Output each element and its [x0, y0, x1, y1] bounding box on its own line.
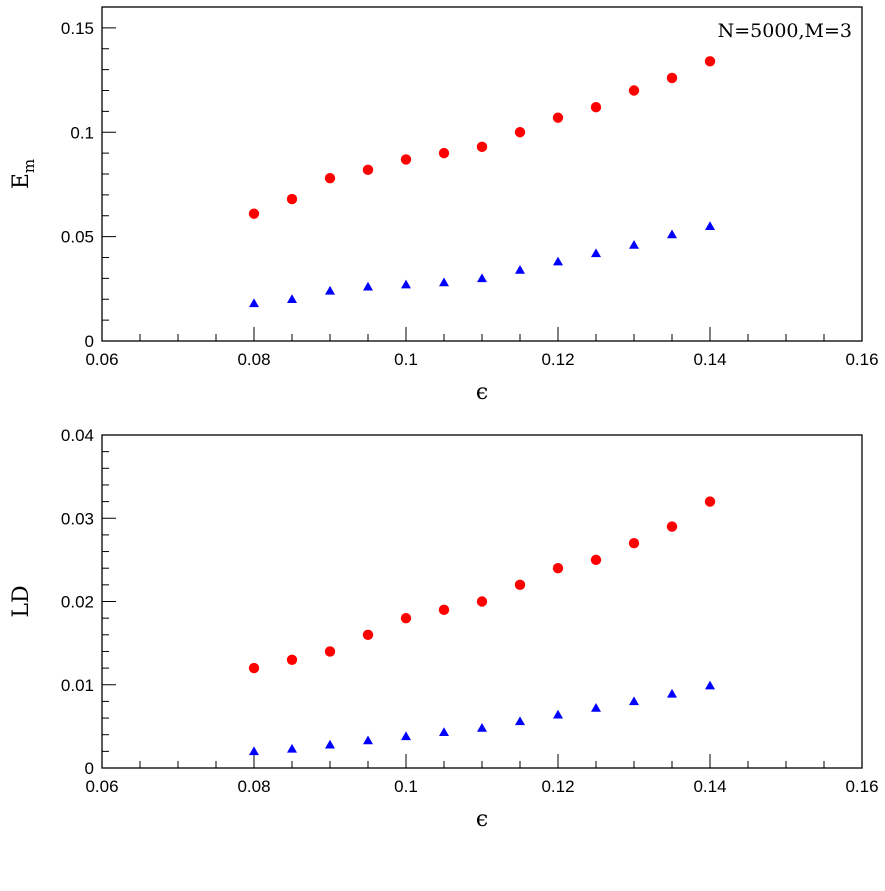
x-tick-label: 0.08	[237, 350, 270, 369]
data-point-circle	[666, 72, 678, 84]
y-tick-label: 0.02	[61, 593, 94, 612]
data-point-triangle	[477, 273, 487, 283]
data-point-triangle	[515, 265, 525, 274]
x-tick-label: 0.08	[237, 777, 270, 796]
data-point-circle	[590, 554, 602, 566]
y-tick-label: 0.04	[61, 426, 94, 445]
data-point-circle	[666, 521, 678, 532]
data-point-triangle	[363, 281, 373, 291]
y-tick-label: 0.03	[61, 509, 94, 528]
data-point-circle	[324, 646, 336, 657]
data-point-circle	[438, 147, 450, 159]
data-point-triangle	[325, 739, 335, 749]
data-point-circle	[476, 596, 488, 607]
series-circle	[248, 56, 716, 219]
x-tick-label: 0.1	[394, 350, 418, 369]
data-point-circle	[362, 629, 374, 640]
data-point-triangle	[553, 256, 563, 266]
data-point-circle	[704, 496, 716, 507]
data-point-triangle	[629, 239, 639, 249]
data-point-triangle	[591, 703, 601, 712]
x-tick-label: 0.16	[845, 777, 878, 796]
x-tick-label: 0.06	[85, 350, 118, 369]
data-point-triangle	[629, 696, 639, 706]
data-point-circle	[514, 579, 526, 591]
data-point-circle	[704, 56, 716, 67]
data-point-circle	[286, 193, 298, 205]
y-tick-label: 0.1	[70, 123, 94, 142]
panel-bottom: 0.06 0.08 0.1 0.12 0.14 0.16 0 0.01 0.02 0.03 0.04…	[9, 426, 879, 832]
data-point-triangle	[325, 285, 335, 295]
data-point-triangle	[667, 229, 677, 239]
y-axis-title: Em	[9, 159, 38, 189]
x-tick-label: 0.06	[85, 777, 118, 796]
data-point-circle	[552, 112, 564, 123]
x-tick-label: 0.12	[541, 350, 574, 369]
data-point-triangle	[591, 248, 601, 258]
data-point-triangle	[705, 680, 715, 690]
y-tick-label: 0.01	[61, 676, 94, 695]
series-triangle	[249, 221, 715, 308]
data-point-triangle	[401, 731, 411, 741]
data-point-triangle	[667, 688, 677, 698]
y-tick-label: 0.05	[61, 228, 94, 247]
data-point-triangle	[439, 277, 449, 287]
data-point-triangle	[401, 279, 411, 289]
data-point-triangle	[439, 727, 449, 736]
data-point-circle	[400, 612, 412, 624]
data-point-circle	[438, 604, 450, 616]
x-tick-label: 0.12	[541, 777, 574, 796]
data-point-circle	[476, 141, 488, 153]
data-point-circle	[362, 164, 374, 176]
x-axis-title: ϵ	[476, 380, 488, 405]
annotation: N=5000,M=3	[718, 20, 852, 42]
x-tick-label: 0.14	[693, 350, 726, 369]
data-point-triangle	[287, 294, 297, 303]
y-tick-label: 0	[85, 332, 94, 351]
x-tick-label: 0.16	[845, 350, 878, 369]
panel-top: 0.06 0.08 0.1 0.12 0.14 0.16 0 0.05 0.1 0.15 ϵ Em N=…	[9, 6, 879, 405]
data-point-triangle	[705, 221, 715, 230]
x-tick-label: 0.14	[693, 777, 726, 796]
data-point-circle	[400, 154, 412, 165]
data-point-circle	[514, 127, 526, 138]
data-point-triangle	[249, 746, 259, 756]
x-tick-label: 0.1	[394, 777, 418, 796]
data-point-circle	[628, 85, 640, 96]
series-circle	[248, 496, 716, 674]
data-point-triangle	[477, 723, 487, 732]
data-point-triangle	[249, 298, 259, 308]
data-point-circle	[324, 172, 336, 184]
data-point-triangle	[363, 735, 373, 745]
data-point-circle	[628, 538, 640, 549]
data-point-triangle	[553, 709, 563, 719]
series-triangle	[249, 680, 715, 756]
data-point-circle	[248, 662, 260, 674]
data-point-circle	[590, 102, 602, 113]
data-point-circle	[248, 208, 260, 219]
plot-frame	[101, 6, 863, 342]
data-point-circle	[286, 654, 298, 665]
y-tick-label: 0.15	[61, 19, 94, 38]
data-point-triangle	[515, 716, 525, 726]
y-axis-title: LD	[9, 585, 34, 617]
data-point-circle	[552, 563, 564, 574]
y-tick-label: 0	[85, 759, 94, 778]
x-axis-title: ϵ	[476, 807, 488, 832]
y-axis-title-subscript: m	[20, 159, 38, 173]
data-point-triangle	[287, 743, 297, 753]
